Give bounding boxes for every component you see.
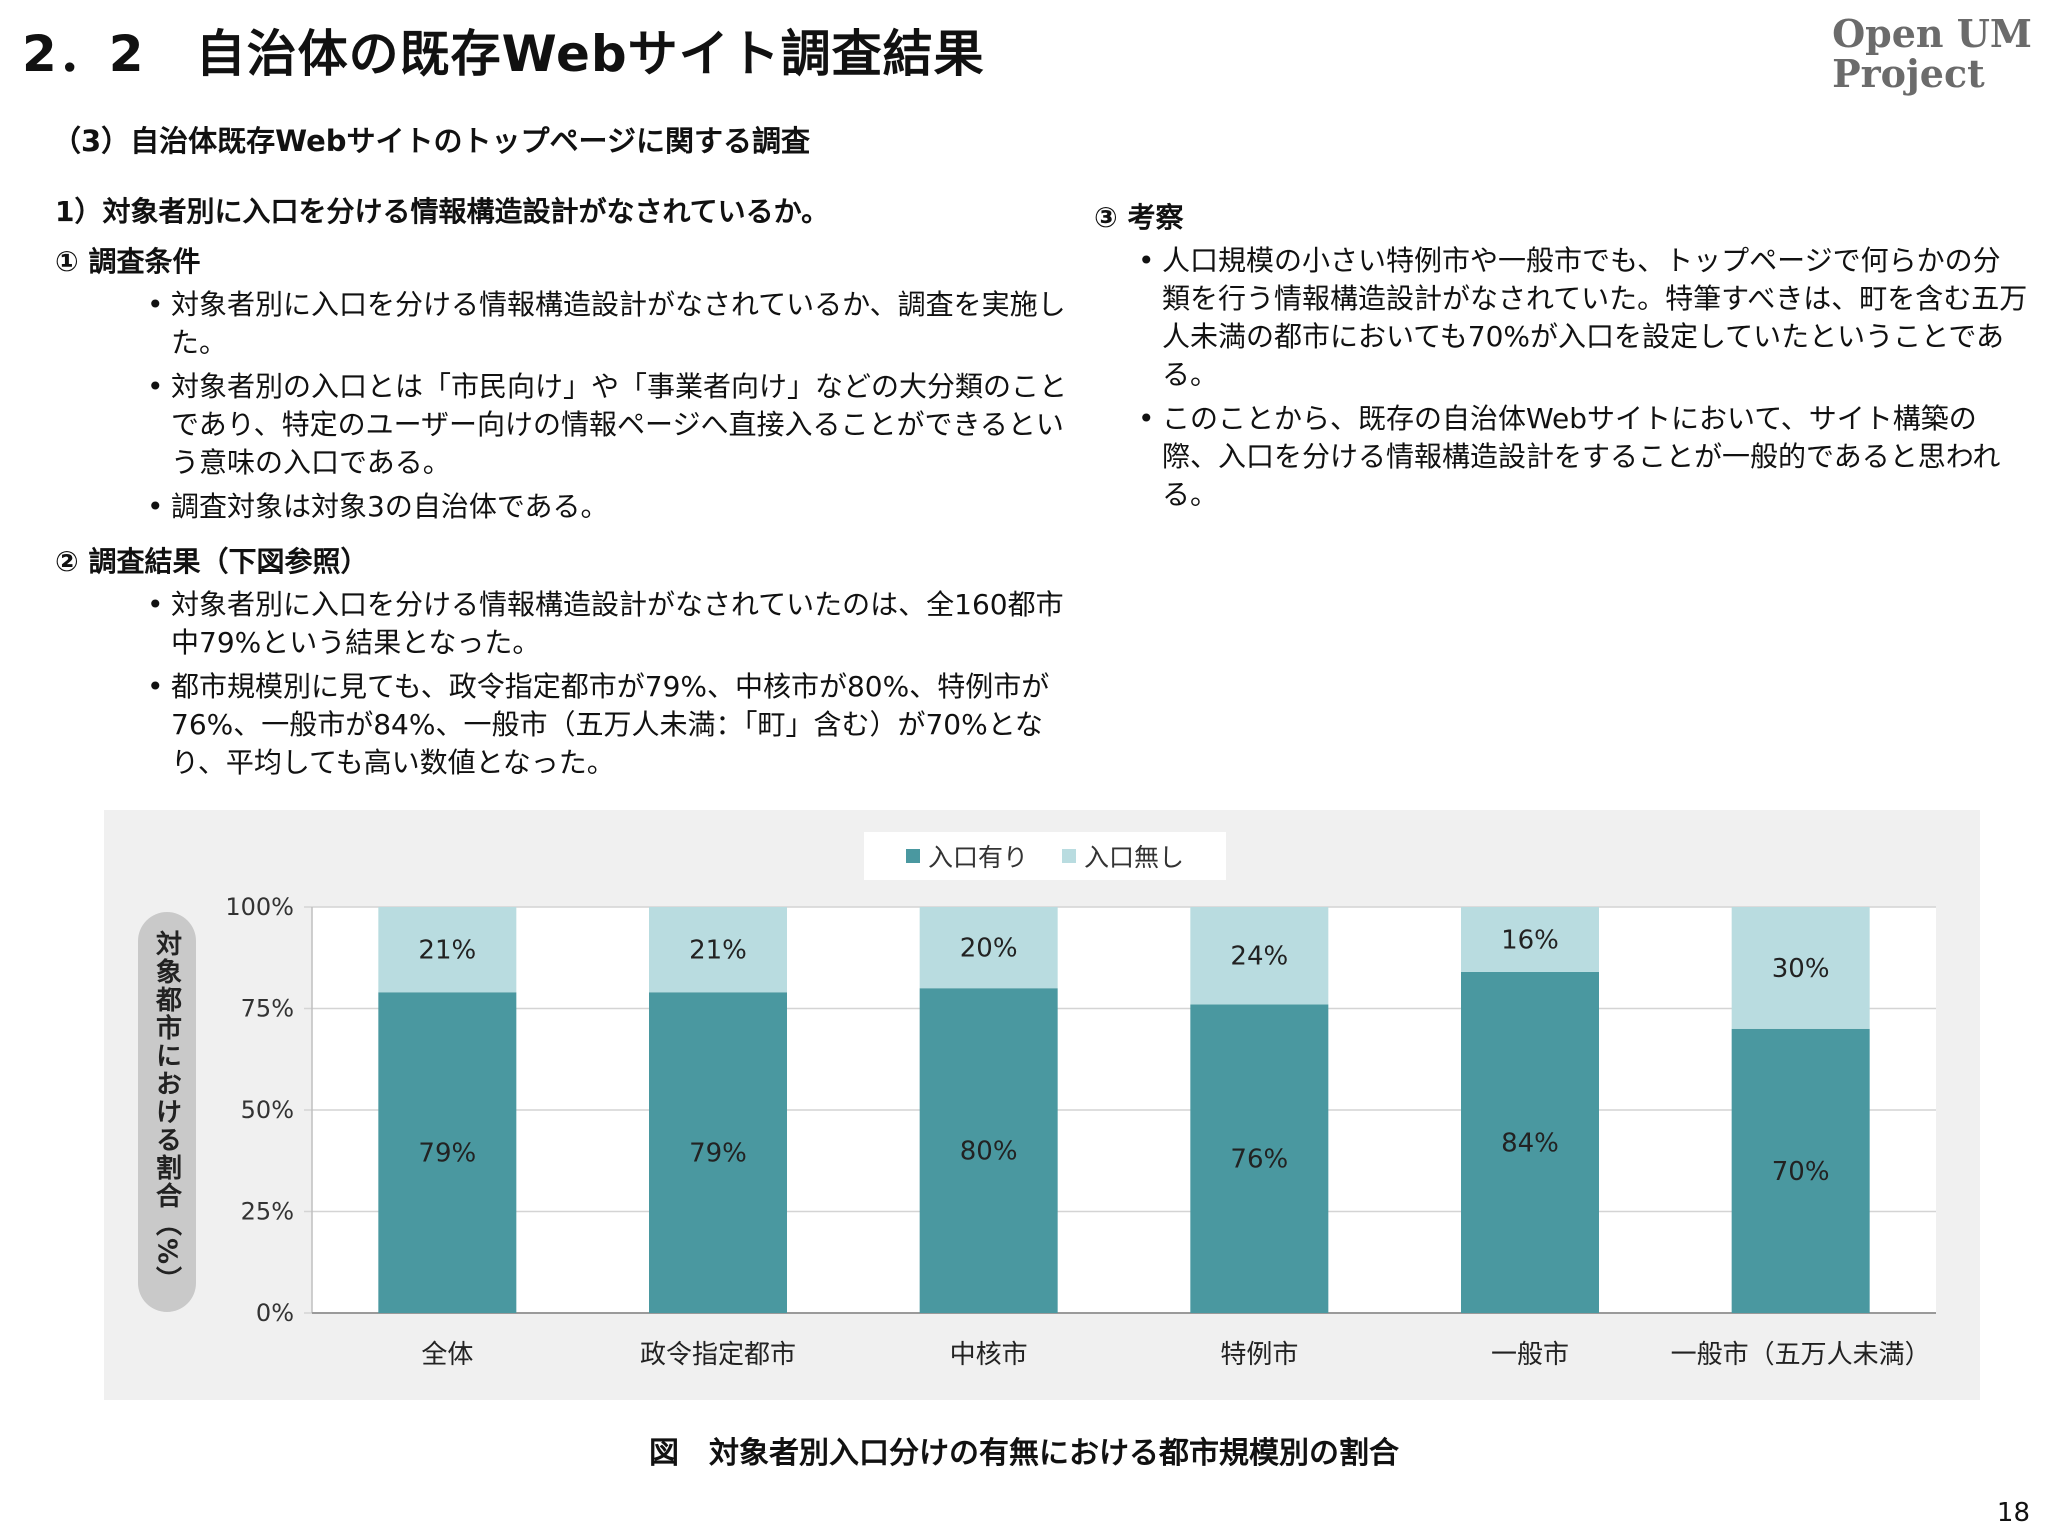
- conditions-heading: ① 調査条件: [55, 245, 201, 278]
- y-tick-label: 50%: [241, 1096, 294, 1124]
- results-item: 都市規模別に見ても、政令指定都市が79%、中核市が80%、特例市が76%、一般市…: [147, 668, 1087, 782]
- bar-data-label: 79%: [418, 1139, 476, 1169]
- logo-line-1: Open UM: [1832, 11, 2032, 56]
- bar-without-entrance: [919, 907, 1058, 989]
- results-list: 対象者別に入口を分ける情報構造設計がなされていたのは、全160都市中79%という…: [147, 586, 1087, 782]
- right-column: ③ 考察 人口規模の小さい特例市や一般市でも、トップページで何らかの分類を行う情…: [1094, 196, 2034, 528]
- y-tick-label: 75%: [241, 995, 294, 1023]
- bar-data-label: 79%: [689, 1139, 747, 1169]
- bar-with-entrance: [919, 988, 1058, 1313]
- bar-without-entrance: [1731, 907, 1870, 1029]
- chart-panel: 0% 25% 50% 75% 100% 79% 21% 全体 79% 21% 政令指定都市 80% 20…: [104, 810, 1980, 1400]
- discussion-item: このことから、既存の自治体Webサイトにおいて、サイト構築の際、入口を分ける情報…: [1138, 400, 2028, 514]
- figure-caption: 図 対象者別入口分けの有無における都市規模別の割合: [649, 1436, 1399, 1471]
- bar-with-entrance: [649, 992, 787, 1313]
- x-category-label: 中核市: [950, 1340, 1028, 1370]
- legend-swatch: [905, 849, 920, 863]
- y-tick-label: 100%: [225, 893, 294, 921]
- bar-with-entrance: [1731, 1028, 1870, 1313]
- slide-title: 2．2 自治体の既存Webサイト調査結果: [22, 25, 985, 83]
- legend-swatch: [1062, 849, 1076, 863]
- bar-without-entrance: [378, 907, 517, 993]
- x-category-label: 一般市: [1491, 1340, 1569, 1370]
- results-heading: ② 調査結果（下図参照）: [55, 545, 369, 578]
- bar-without-entrance: [1190, 907, 1329, 1005]
- conditions-list: 対象者別に入口を分ける情報構造設計がなされているか、調査を実施した。 対象者別の…: [147, 286, 1087, 526]
- bar-data-label: 21%: [418, 936, 476, 966]
- chart-legend: 入口有り 入口無し: [864, 832, 1226, 880]
- bar-data-label: 24%: [1230, 942, 1288, 972]
- question-heading: 1）対象者別に入口を分ける情報構造設計がなされているか。: [55, 195, 830, 228]
- discussion-list: 人口規模の小さい特例市や一般市でも、トップページで何らかの分類を行う情報構造設計…: [1138, 242, 2028, 514]
- bar-data-label: 70%: [1772, 1157, 1830, 1187]
- bar-data-label: 20%: [960, 934, 1018, 964]
- bar-data-label: 84%: [1501, 1128, 1559, 1158]
- results-item: 対象者別に入口を分ける情報構造設計がなされていたのは、全160都市中79%という…: [147, 586, 1087, 662]
- logo-line-2: Project: [1832, 51, 1985, 96]
- y-axis-label-pill: 対象都市における割合（%）: [138, 912, 196, 1312]
- bar-without-entrance: [649, 907, 787, 993]
- bar-data-label: 76%: [1230, 1145, 1288, 1175]
- bar-data-label: 80%: [960, 1137, 1018, 1167]
- bar-with-entrance: [1190, 1004, 1329, 1313]
- y-tick-label: 25%: [241, 1198, 294, 1226]
- left-column: 1）対象者別に入口を分ける情報構造設計がなされているか。 ① 調査条件 対象者別…: [55, 190, 1067, 796]
- x-category-label: 政令指定都市: [640, 1340, 796, 1370]
- conditions-item: 調査対象は対象3の自治体である。: [147, 488, 1087, 526]
- legend-label: 入口有り: [927, 843, 1028, 872]
- x-category-label: 特例市: [1220, 1340, 1298, 1370]
- discussion-heading: ③ 考察: [1094, 201, 1184, 234]
- bar-data-label: 16%: [1501, 925, 1559, 955]
- discussion-item: 人口規模の小さい特例市や一般市でも、トップページで何らかの分類を行う情報構造設計…: [1138, 242, 2028, 394]
- page-number: 18: [1996, 1498, 2030, 1528]
- legend-item-with-entrance: 入口有り: [905, 838, 1028, 874]
- section-subtitle: （3）自治体既存Webサイトのトップページに関する調査: [52, 124, 810, 158]
- y-tick-label: 0%: [256, 1299, 294, 1327]
- bar-without-entrance: [1461, 907, 1599, 972]
- open-um-project-logo: Open UM Project: [1832, 14, 2032, 94]
- conditions-item: 対象者別に入口を分ける情報構造設計がなされているか、調査を実施した。: [147, 286, 1087, 362]
- bar-with-entrance: [378, 992, 517, 1313]
- bar-data-label: 21%: [689, 936, 747, 966]
- stacked-bar-chart: 0% 25% 50% 75% 100% 79% 21% 全体 79% 21% 政令指定都市 80% 20…: [225, 893, 1936, 1370]
- bar-with-entrance: [1461, 971, 1599, 1313]
- conditions-item: 対象者別の入口とは「市民向け」や「事業者向け」などの大分類のことであり、特定のユ…: [147, 368, 1087, 482]
- legend-label: 入口無し: [1084, 843, 1185, 872]
- x-category-label: 全体: [421, 1340, 473, 1370]
- legend-item-without-entrance: 入口無し: [1062, 838, 1184, 874]
- y-axis-label: 対象都市における割合（%）: [151, 929, 182, 1295]
- x-category-label: 一般市（五万人未満）: [1671, 1340, 1931, 1370]
- bar-data-label: 30%: [1772, 954, 1830, 984]
